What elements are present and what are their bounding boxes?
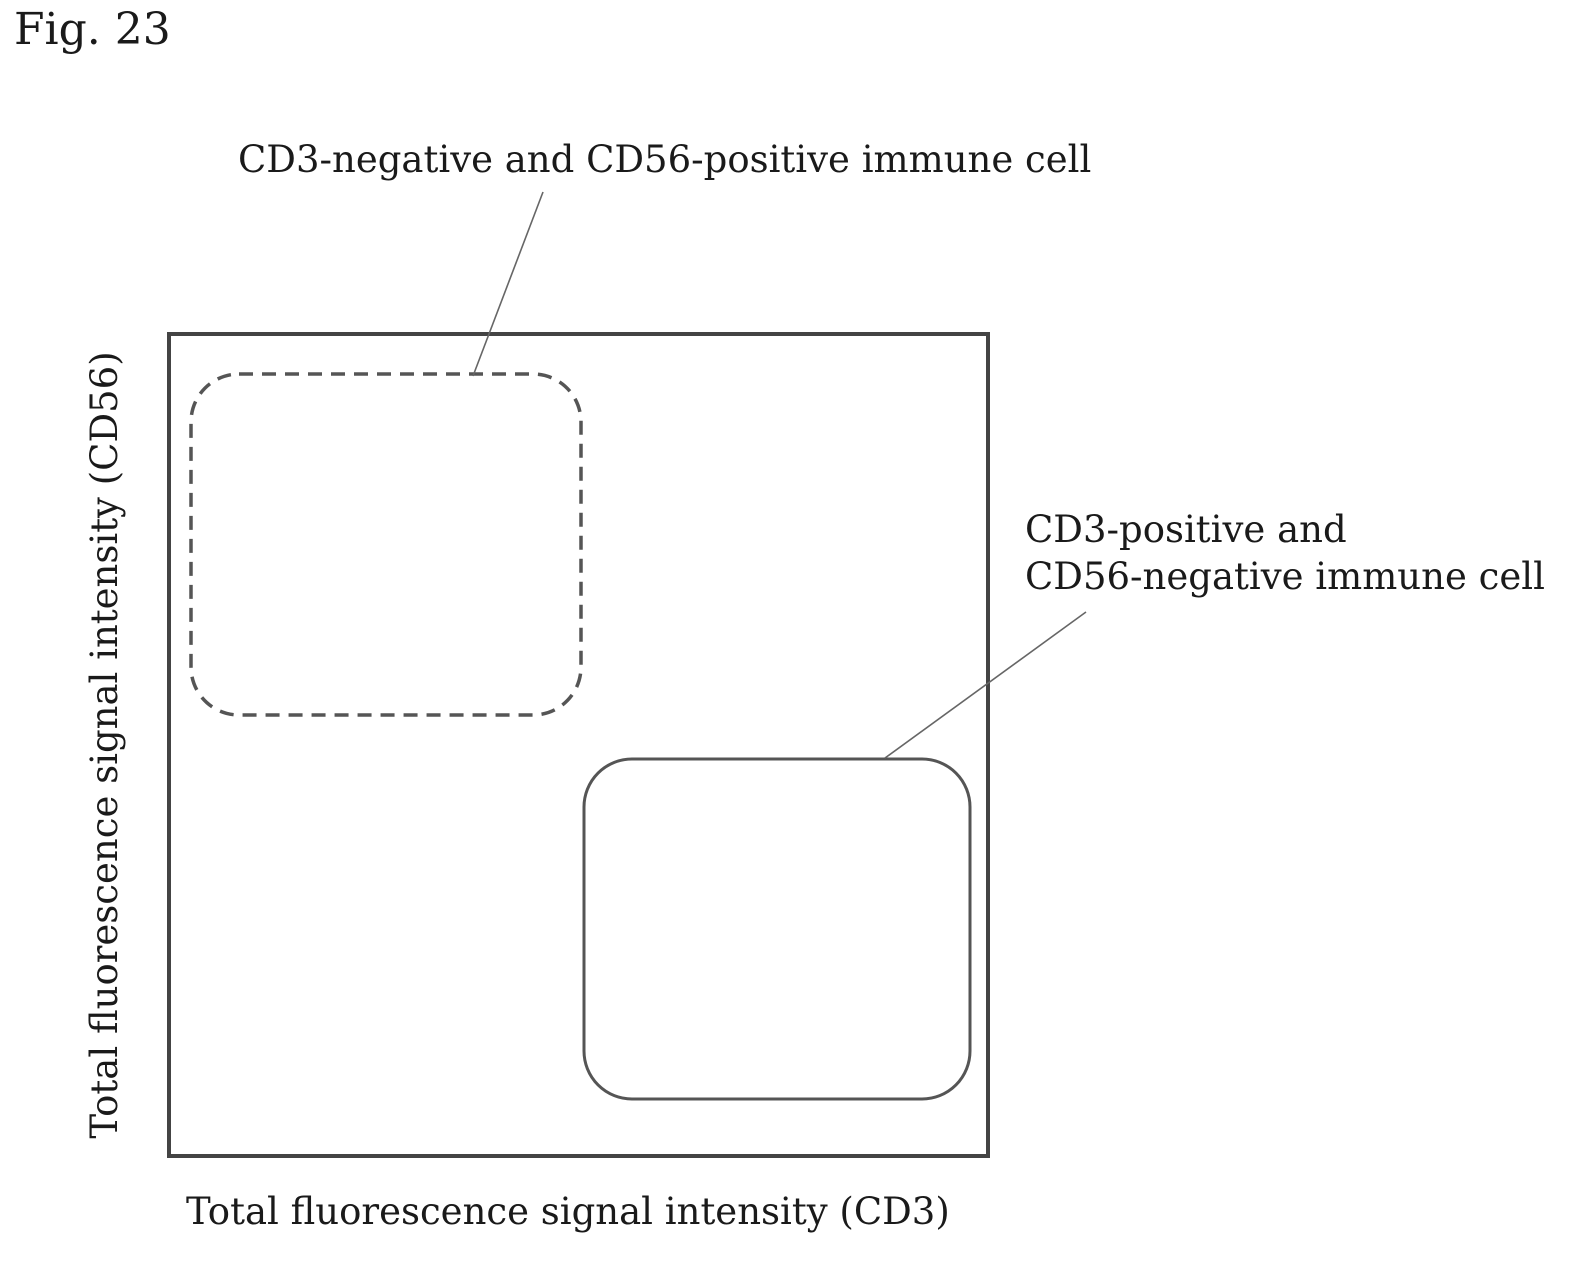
gate-cd3pos-cd56neg [584,759,970,1099]
plot-frame [169,334,988,1156]
y-axis-label: Total fluorescence signal intensity (CD5… [83,351,127,1138]
x-axis-label: Total fluorescence signal intensity (CD3… [186,1190,950,1234]
gate-cd3neg-cd56pos [191,374,581,715]
leader-line-right [885,612,1086,758]
leader-line-top [473,192,543,376]
